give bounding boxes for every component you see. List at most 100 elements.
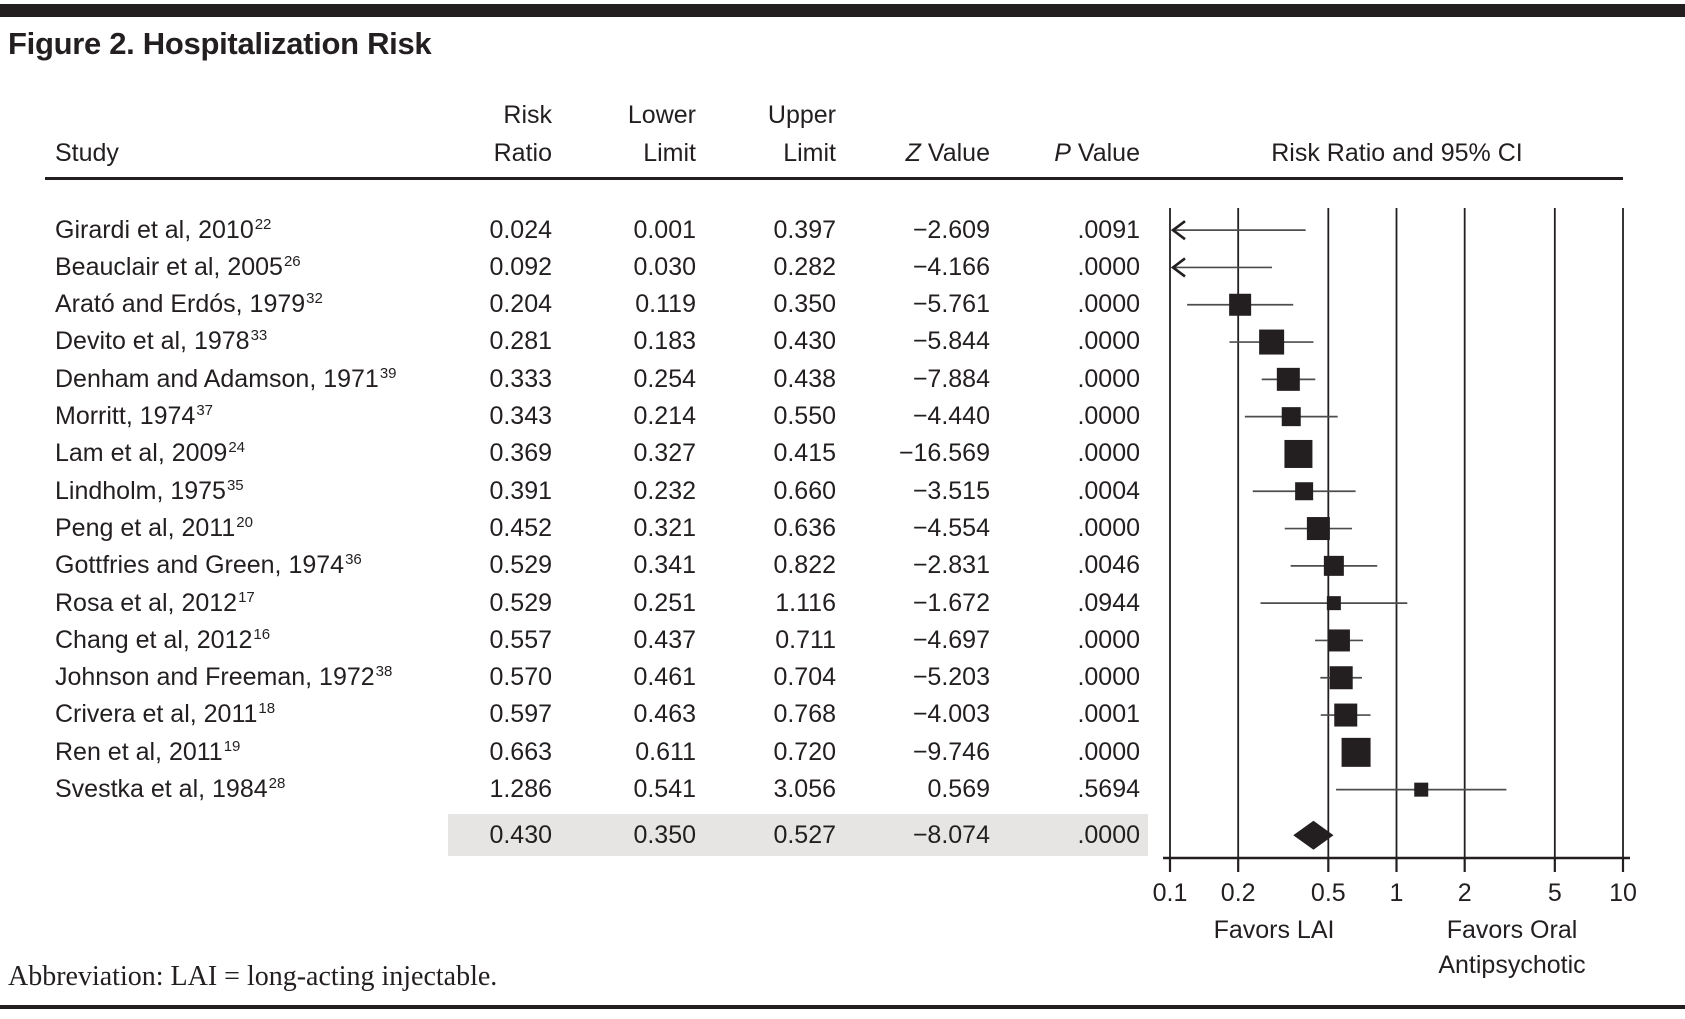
study-name: Lam et al, 200924 — [55, 439, 246, 468]
z-value: −4.440 — [912, 402, 990, 430]
x-axis-tick-label: 0.5 — [1311, 879, 1346, 907]
study-name: Morritt, 197437 — [55, 402, 214, 430]
study-name: Crivera et al, 201118 — [55, 700, 276, 729]
top-rule — [0, 4, 1685, 17]
study-row: Beauclair et al, 200526 0.092 0.030 0.282 −4… — [0, 249, 1685, 286]
lower-limit-value: 0.251 — [633, 588, 696, 617]
lower-limit-value: 0.437 — [633, 625, 696, 654]
reference-superscript: 36 — [345, 551, 362, 569]
study-row: Johnson and Freeman, 197238 0.570 0.461 0.7… — [0, 659, 1685, 696]
study-name: Arató and Erdós, 197932 — [55, 290, 323, 319]
study-row: Devito et al, 197833 0.281 0.183 0.430 −5.84… — [0, 323, 1685, 360]
z-value: −4.554 — [912, 513, 990, 542]
upper-limit-value: 1.116 — [775, 588, 836, 617]
reference-superscript: 33 — [250, 327, 268, 345]
risk-ratio-value: 0.024 — [489, 215, 552, 244]
upper-limit-value: 0.704 — [773, 663, 836, 692]
p-value: .0000 — [1077, 327, 1140, 356]
z-value: 0.569 — [927, 775, 990, 803]
summary-row-shade — [448, 814, 1148, 857]
upper-limit-value: 0.711 — [775, 625, 836, 654]
lower-limit-value: 0.321 — [633, 513, 696, 542]
z-value: −9.746 — [912, 737, 990, 766]
study-row: Peng et al, 201120 0.452 0.321 0.636 −4.554.… — [0, 510, 1685, 547]
reference-superscript: 20 — [236, 513, 253, 531]
study-row: Denham and Adamson, 197139 0.333 0.254 0.43… — [0, 361, 1685, 398]
reference-superscript: 22 — [254, 215, 272, 233]
z-value: −2.609 — [912, 215, 990, 244]
study-row: Arató and Erdós, 197932 0.204 0.119 0.350 −5… — [0, 286, 1685, 323]
x-axis-tick-label: 5 — [1548, 879, 1562, 907]
study-name: Svestka et al, 198428 — [55, 775, 286, 803]
upper-limit-value: 3.056 — [773, 775, 836, 803]
p-value: .0000 — [1077, 290, 1140, 319]
z-value: −4.697 — [912, 625, 990, 654]
reference-superscript: 38 — [375, 663, 393, 681]
study-name: Ren et al, 201119 — [55, 737, 241, 766]
reference-superscript: 37 — [196, 402, 214, 419]
lower-limit-value: 0.463 — [633, 700, 696, 729]
study-row: Morritt, 197437 0.343 0.214 0.550 −4.440 .000… — [0, 398, 1685, 435]
p-value: .0000 — [1077, 513, 1140, 542]
risk-ratio-value: 0.204 — [489, 290, 552, 319]
risk-ratio-value: 0.369 — [489, 439, 552, 468]
favors-oral-line1: Favors Oral — [1446, 916, 1578, 944]
col-header-lower-limit-line2: Limit — [643, 139, 696, 167]
reference-superscript: 19 — [223, 737, 241, 755]
risk-ratio-value: 0.529 — [489, 551, 552, 580]
study-row: Crivera et al, 201118 0.597 0.463 0.768 −4.0… — [0, 696, 1685, 733]
lower-limit-value: 0.214 — [633, 402, 696, 430]
summary-row: 0.430 0.350 0.527 −8.074 .0000 — [0, 814, 1685, 857]
upper-limit-value: 0.636 — [773, 513, 836, 542]
x-axis-tick-label: 0.2 — [1221, 879, 1256, 907]
reference-superscript: 24 — [228, 439, 246, 457]
risk-ratio-value: 0.391 — [489, 476, 552, 505]
study-name: Chang et al, 201216 — [55, 625, 271, 654]
z-value: −5.203 — [912, 663, 990, 692]
upper-limit-value: 0.430 — [773, 327, 836, 356]
z-value: −5.844 — [912, 327, 990, 356]
col-header-risk-ratio-line2: Ratio — [493, 139, 552, 167]
lower-limit-value: 0.030 — [633, 252, 696, 281]
p-value: .0000 — [1077, 402, 1140, 430]
upper-limit-value: 0.527 — [773, 821, 836, 850]
risk-ratio-value: 0.597 — [489, 700, 552, 729]
col-header-risk-ratio-ci: Risk Ratio and 95% CI — [1271, 139, 1523, 167]
study-name: Johnson and Freeman, 197238 — [55, 663, 393, 692]
reference-superscript: 26 — [283, 252, 301, 270]
z-value: −16.569 — [898, 439, 990, 468]
favors-oral-line2: Antipsychotic — [1438, 951, 1586, 979]
study-name: Lindholm, 197535 — [55, 476, 244, 505]
lower-limit-value: 0.232 — [633, 476, 696, 505]
x-axis-tick-label: 10 — [1609, 879, 1637, 907]
upper-limit-value: 0.822 — [773, 551, 836, 580]
upper-limit-value: 0.397 — [773, 215, 836, 244]
z-value: −4.003 — [912, 700, 990, 729]
study-name: Denham and Adamson, 197139 — [55, 364, 397, 393]
col-header-study: Study — [55, 139, 119, 167]
lower-limit-value: 0.611 — [635, 737, 696, 766]
p-value: .0046 — [1077, 551, 1140, 580]
risk-ratio-value: 0.281 — [489, 327, 552, 356]
risk-ratio-value: 0.343 — [489, 402, 552, 430]
col-header-p-value: P Value — [1054, 139, 1140, 167]
risk-ratio-value: 0.663 — [489, 737, 552, 766]
z-value: −7.884 — [912, 364, 990, 393]
study-row: Lindholm, 197535 0.391 0.232 0.660 −3.515 .00… — [0, 473, 1685, 510]
lower-limit-value: 0.541 — [633, 775, 696, 803]
risk-ratio-value: 0.557 — [489, 625, 552, 654]
z-value: −3.515 — [912, 476, 990, 505]
study-name: Rosa et al, 201217 — [55, 588, 255, 617]
lower-limit-value: 0.461 — [633, 663, 696, 692]
col-header-upper-limit-line2: Limit — [783, 139, 836, 167]
x-axis-tick-label: 2 — [1458, 879, 1472, 907]
lower-limit-value: 0.341 — [633, 551, 696, 580]
study-name: Beauclair et al, 200526 — [55, 252, 301, 281]
z-value: −4.166 — [912, 252, 990, 281]
reference-superscript: 18 — [258, 700, 276, 718]
bottom-rule — [0, 1005, 1685, 1009]
p-value: .0944 — [1077, 588, 1140, 617]
lower-limit-value: 0.327 — [633, 439, 696, 468]
study-name: Peng et al, 201120 — [55, 513, 253, 542]
reference-superscript: 17 — [238, 588, 255, 606]
